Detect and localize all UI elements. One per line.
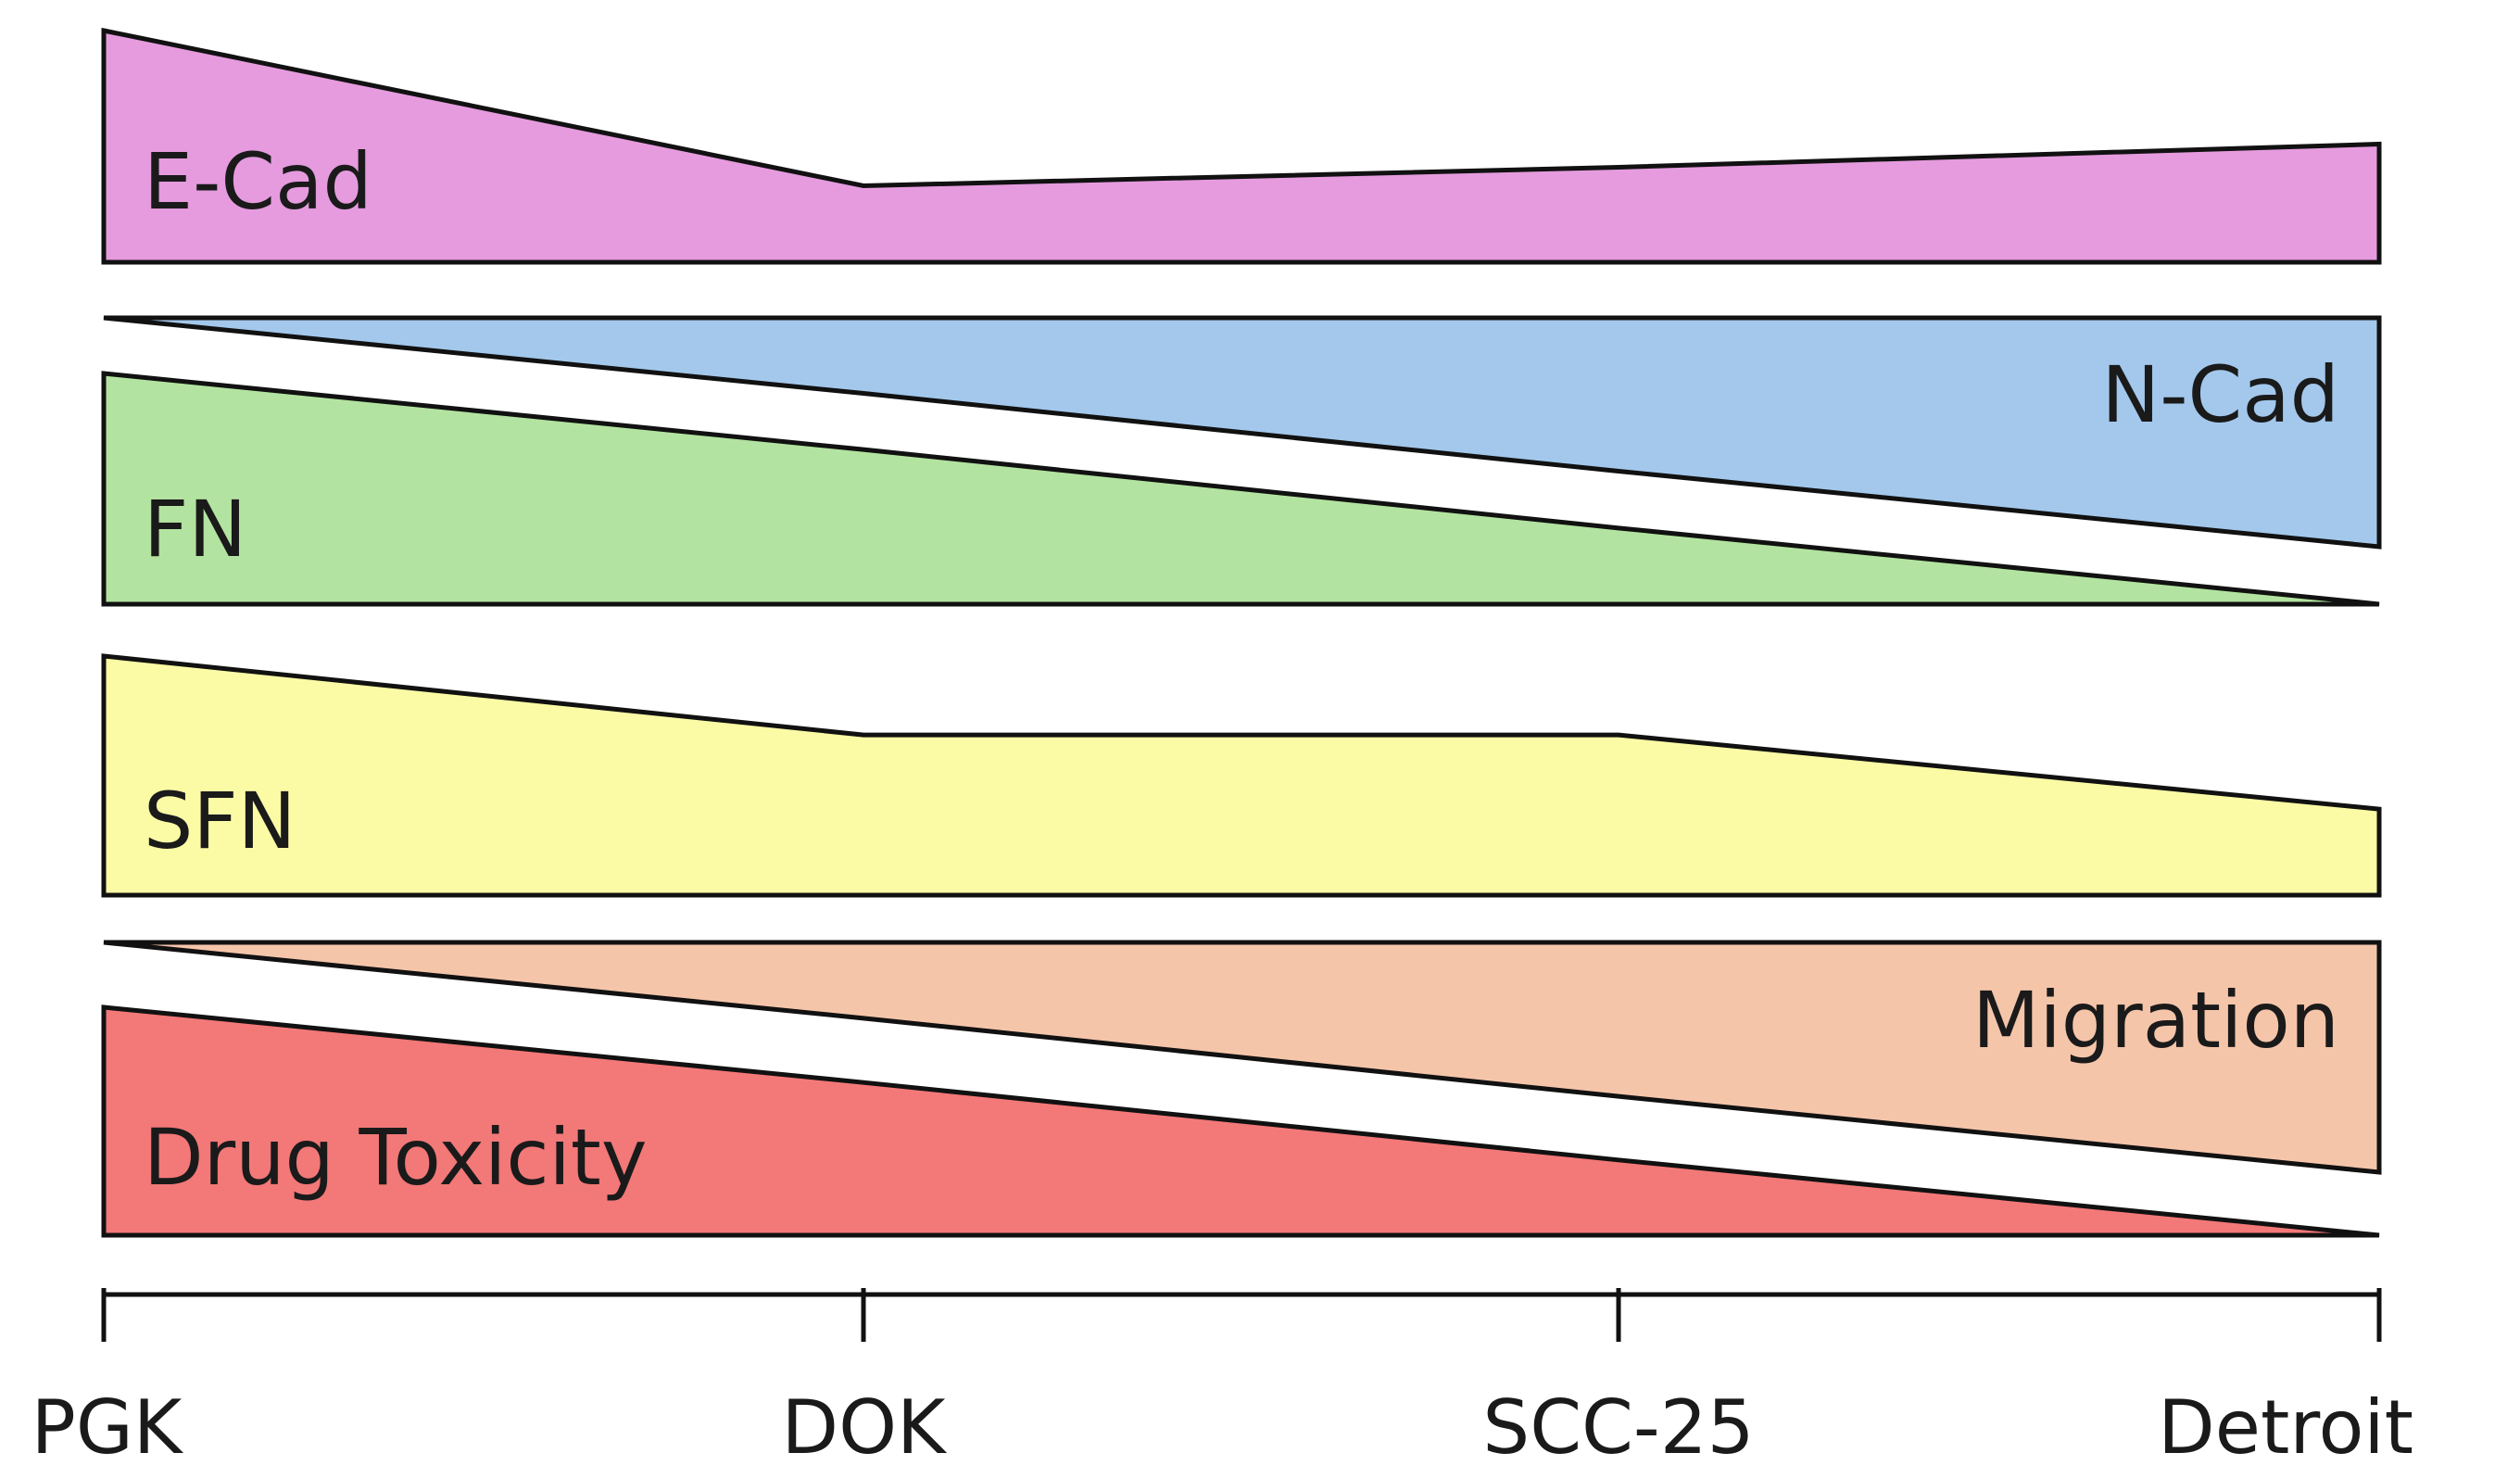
band-shape-drug-toxicity bbox=[101, 1004, 2380, 1238]
band-label-ncad: N-Cad bbox=[2101, 349, 2339, 440]
band-label-migration: Migration bbox=[1972, 975, 2339, 1066]
band-migration: Migration bbox=[103, 940, 2382, 1175]
band-drug-toxicity: Drug Toxicity bbox=[101, 1004, 2380, 1238]
band-ncad: N-Cad bbox=[103, 315, 2382, 550]
band-label-ecad: E-Cad bbox=[144, 136, 372, 227]
band-label-sfn: SFN bbox=[144, 776, 296, 866]
axis-label-dok: DOK bbox=[781, 1384, 948, 1471]
band-fn: FN bbox=[101, 371, 2380, 607]
band-shape-ecad bbox=[101, 27, 2382, 265]
bands-layer: E-Cad N-Cad FN SFN Migration Drug Toxicity bbox=[101, 27, 2382, 1238]
category-axis: PGK DOK SCC-25 Detroit bbox=[32, 1288, 2413, 1471]
band-shape-fn bbox=[101, 371, 2380, 607]
band-sfn: SFN bbox=[101, 653, 2382, 898]
axis-label-detroit: Detroit bbox=[2158, 1384, 2413, 1471]
axis-label-pgk: PGK bbox=[32, 1384, 184, 1471]
band-label-drug-toxicity: Drug Toxicity bbox=[144, 1112, 648, 1203]
band-ecad: E-Cad bbox=[101, 27, 2382, 265]
band-shape-migration bbox=[103, 940, 2382, 1175]
band-shape-sfn bbox=[101, 653, 2382, 898]
band-label-fn: FN bbox=[144, 484, 246, 575]
band-shape-ncad bbox=[103, 315, 2382, 550]
axis-label-scc-25: SCC-25 bbox=[1482, 1384, 1754, 1471]
